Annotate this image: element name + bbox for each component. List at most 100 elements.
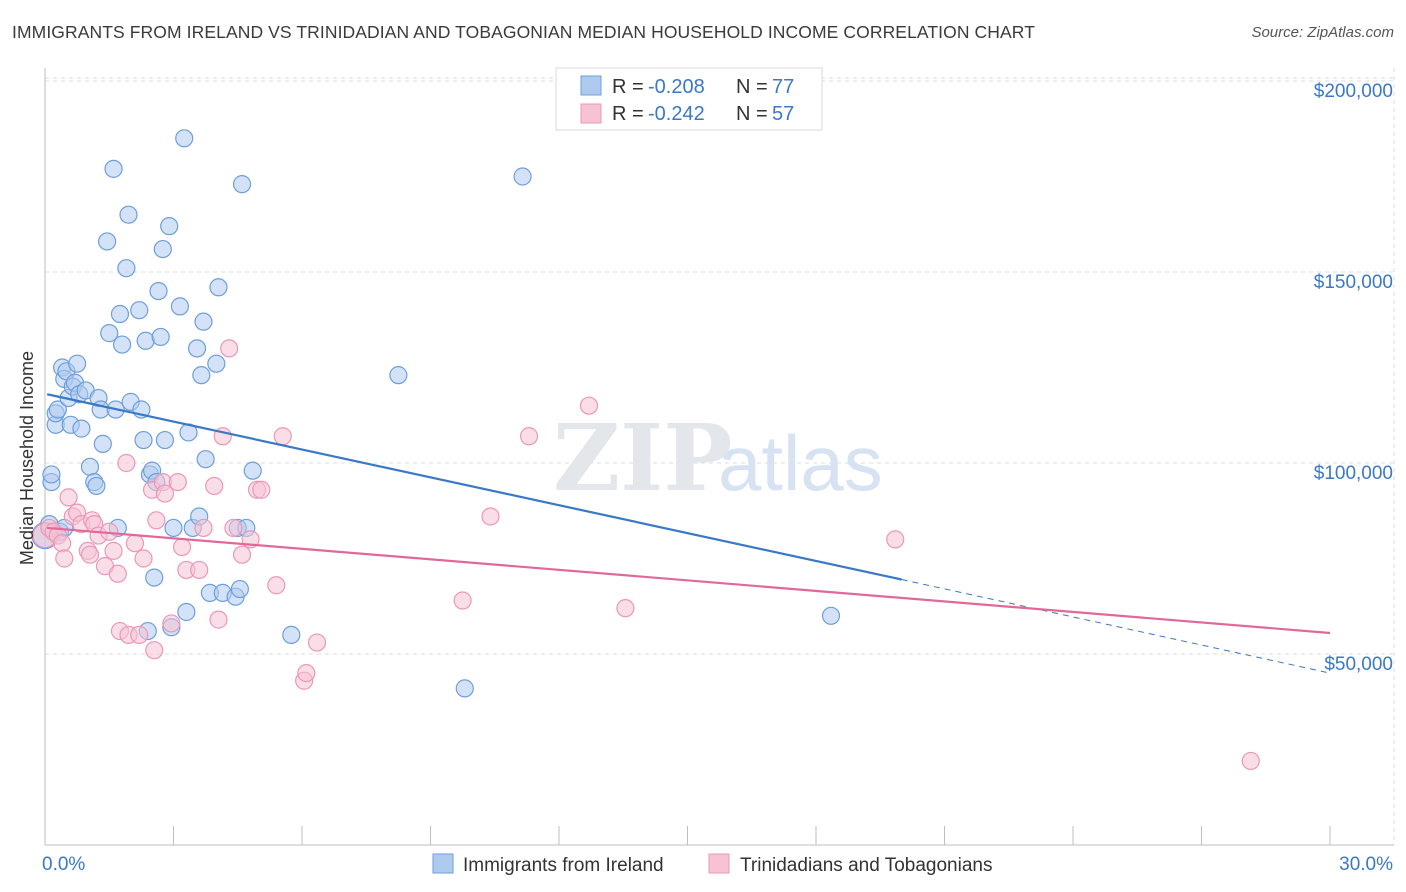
point-ireland-66 [232, 175, 252, 194]
point-trinidad-11 [80, 545, 100, 564]
point-ireland-36 [136, 331, 155, 350]
point-trinidad-4 [53, 534, 72, 553]
legend-n-label-2: N = [736, 103, 768, 125]
chart-source: Source: ZipAtlas.com [1251, 24, 1394, 41]
chart-title: IMMIGRANTS FROM IRELAND VS TRINIDADIAN A… [12, 22, 1036, 42]
point-ireland-25 [104, 159, 123, 178]
point-ireland-65 [230, 579, 249, 599]
series-legend: Immigrants from Ireland Trinidadians and… [432, 853, 992, 876]
point-ireland-40 [145, 568, 164, 587]
point-ireland-58 [196, 450, 215, 469]
point-ireland-33 [130, 301, 149, 320]
point-ireland-43 [151, 327, 170, 347]
point-ireland-35 [134, 430, 153, 450]
point-trinidad-26 [145, 641, 164, 660]
point-trinidad-27 [147, 511, 166, 530]
bottom-legend-swatch-pink [708, 853, 730, 874]
point-trinidad-47 [297, 663, 316, 683]
point-ireland-24 [100, 324, 119, 343]
point-trinidad-29 [155, 484, 175, 503]
point-trinidad-48 [307, 633, 327, 652]
y-tick-label-2: $150,000 [1314, 272, 1393, 293]
x-tick-label-1: 30.0% [1339, 854, 1393, 875]
legend-swatch-pink [580, 103, 602, 124]
point-trinidad-44 [267, 576, 286, 595]
bottom-legend-swatch-blue [432, 853, 454, 874]
point-trinidad-43 [252, 480, 271, 499]
legend-swatch-blue [580, 75, 602, 96]
point-ireland-70 [389, 366, 408, 385]
point-ireland-51 [177, 602, 196, 622]
point-trinidad-49 [453, 591, 472, 610]
point-ireland-15 [72, 419, 91, 438]
point-trinidad-30 [162, 614, 181, 633]
point-trinidad-54 [886, 530, 905, 549]
point-ireland-56 [192, 366, 211, 385]
point-trinidad-34 [190, 560, 209, 580]
point-trinidad-32 [172, 537, 192, 557]
legend-r-value-1: -0.208 [648, 76, 705, 98]
point-trinidad-5 [55, 549, 74, 568]
point-trinidad-24 [134, 549, 153, 568]
point-ireland-23 [98, 232, 117, 251]
point-trinidad-22 [125, 534, 145, 553]
point-trinidad-36 [209, 610, 228, 629]
point-trinidad-50 [481, 507, 500, 526]
series-ireland-points [31, 129, 841, 698]
point-trinidad-23 [130, 625, 149, 645]
point-ireland-28 [110, 304, 130, 324]
stats-legend: R = -0.208 N = 77 R = -0.242 N = 57 [555, 67, 823, 131]
point-trinidad-20 [117, 453, 136, 473]
point-ireland-50 [175, 129, 194, 148]
point-trinidad-52 [579, 396, 599, 415]
watermark: ZIP atlas [553, 404, 883, 512]
point-ireland-57 [194, 312, 213, 331]
point-ireland-31 [119, 205, 138, 224]
y-tick-label-1: $100,000 [1314, 463, 1393, 484]
point-trinidad-53 [616, 599, 635, 618]
legend-n-label-1: N = [736, 76, 768, 98]
point-ireland-60 [207, 354, 226, 373]
point-ireland-72 [513, 167, 532, 186]
point-ireland-19 [87, 476, 106, 496]
y-axis-title: Median Household Income [17, 351, 37, 565]
point-trinidad-18 [108, 564, 127, 583]
point-ireland-54 [187, 339, 207, 358]
point-trinidad-17 [104, 541, 123, 560]
point-ireland-49 [170, 297, 190, 316]
point-ireland-48 [164, 518, 183, 538]
legend-n-value-2: 57 [772, 103, 794, 125]
trend-trinidad [47, 526, 1331, 635]
legend-r-label-2: R = [612, 103, 644, 125]
point-trinidad-45 [273, 427, 292, 446]
point-ireland-17 [80, 457, 100, 476]
point-ireland-61 [209, 278, 228, 297]
point-ireland-46 [160, 217, 179, 236]
point-ireland-13 [68, 354, 87, 373]
point-trinidad-6 [59, 488, 78, 507]
point-trinidad-51 [519, 427, 539, 446]
point-ireland-5 [48, 400, 67, 419]
y-tick-label-3: $200,000 [1314, 81, 1393, 102]
watermark-zip: ZIP [553, 404, 732, 512]
point-trinidad-38 [220, 339, 239, 358]
point-ireland-30 [117, 259, 136, 278]
trend-ireland-solid [46, 393, 902, 581]
point-ireland-42 [149, 282, 168, 301]
tick-labels: $50,000 $100,000 $150,000 $200,000 0.0% 30.0% [42, 81, 1393, 875]
point-trinidad-56 [194, 518, 213, 538]
legend-r-label-1: R = [612, 76, 644, 98]
point-trinidad-31 [168, 473, 187, 492]
point-trinidad-39 [224, 518, 243, 538]
point-trinidad-55 [1241, 751, 1260, 771]
point-trinidad-35 [205, 476, 224, 496]
trend-ireland-dashed [901, 579, 1331, 674]
axes [44, 68, 1394, 846]
point-ireland-71 [455, 679, 474, 698]
point-ireland-73 [821, 606, 841, 625]
point-ireland-2 [42, 465, 61, 484]
point-ireland-44 [153, 239, 172, 259]
point-ireland-68 [243, 461, 262, 480]
bottom-legend-label-1: Immigrants from Ireland [463, 855, 664, 876]
